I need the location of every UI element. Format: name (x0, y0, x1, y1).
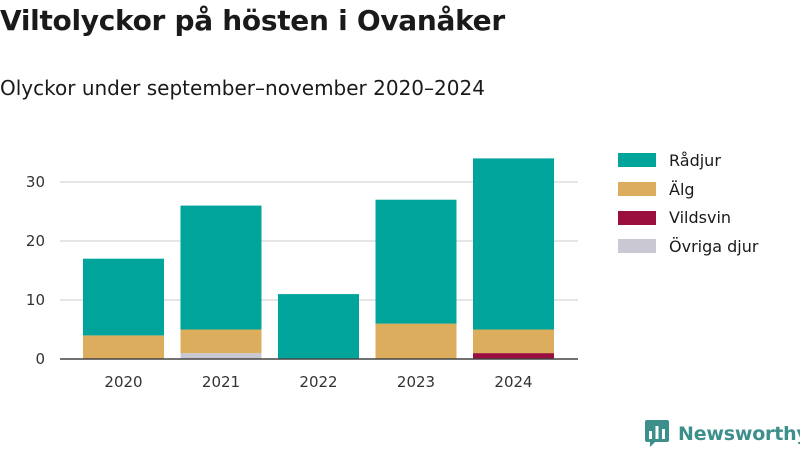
x-tick-label-2021: 2021 (202, 373, 240, 391)
legend-item-ovriga-djur: Övriga djur (618, 232, 758, 261)
y-tick-label-10: 10 (26, 291, 45, 309)
chart-subtitle: Olyckor under september–november 2020–20… (0, 76, 485, 100)
legend-item-radjur: Rådjur (618, 146, 758, 175)
legend-swatch-ovriga-djur (618, 239, 656, 254)
legend-label-vildsvin: Vildsvin (669, 208, 732, 228)
x-tick-label-2023: 2023 (397, 373, 435, 391)
bar-radjur-2024 (473, 158, 554, 330)
bar-radjur-2021 (180, 205, 262, 330)
bar-alg-2023 (375, 323, 457, 359)
chart-title: Viltolyckor på hösten i Ovanåker (0, 4, 505, 37)
bar-radjur-2020 (83, 258, 164, 336)
y-tick-label-30: 30 (26, 173, 45, 191)
chart-legend: Rådjur Älg Vildsvin Övriga djur (618, 146, 758, 261)
legend-label-radjur: Rådjur (669, 150, 721, 170)
y-tick-label-20: 20 (26, 232, 45, 250)
x-tick-label-2022: 2022 (299, 373, 337, 391)
legend-label-ovriga-djur: Övriga djur (669, 236, 759, 256)
legend-label-alg: Älg (669, 179, 695, 199)
bar-alg-2021 (180, 329, 262, 354)
y-tick-label-0: 0 (35, 350, 45, 368)
newsworthy-chart-icon (645, 420, 669, 447)
bar-vildsvin-2024 (473, 353, 554, 359)
bar-radjur-2023 (375, 199, 457, 324)
x-tick-label-2020: 2020 (104, 373, 142, 391)
legend-swatch-radjur (618, 153, 656, 168)
legend-item-vildsvin: Vildsvin (618, 203, 758, 232)
bar-alg-2020 (83, 335, 164, 359)
x-tick-label-2024: 2024 (494, 373, 532, 391)
bar-ovriga-djur-2021 (180, 353, 262, 359)
brand-name: Newsworthy (678, 423, 800, 445)
bar-radjur-2022 (278, 294, 359, 359)
legend-item-alg: Älg (618, 175, 758, 204)
legend-swatch-alg (618, 182, 656, 197)
legend-swatch-vildsvin (618, 210, 656, 225)
newsworthy-logo: Newsworthy (645, 420, 800, 448)
bar-alg-2024 (473, 329, 554, 354)
